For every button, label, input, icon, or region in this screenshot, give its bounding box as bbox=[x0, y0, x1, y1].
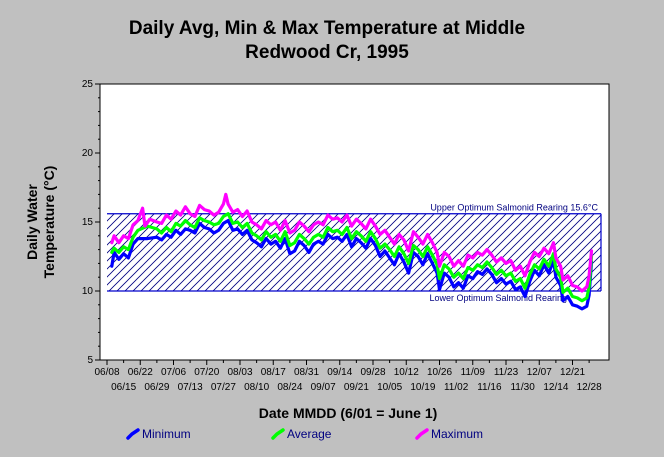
x-tick-label: 11/23 bbox=[494, 367, 519, 378]
x-tick-label: 12/21 bbox=[560, 367, 585, 378]
x-tick-label: 06/15 bbox=[111, 382, 136, 393]
chart-title-line-1: Daily Avg, Min & Max Temperature at Midd… bbox=[129, 18, 525, 39]
series-line-minimum bbox=[110, 219, 594, 311]
x-axis: 06/08 06/22 07/06 07/20 08/03 08/17 08/31 09/14… bbox=[94, 360, 602, 393]
legend-swatch-minimum bbox=[126, 428, 140, 440]
x-tick-label: 11/02 bbox=[444, 382, 469, 393]
x-tick-label: 09/28 bbox=[360, 367, 385, 378]
x-tick-label: 06/08 bbox=[94, 367, 119, 378]
x-tick-label: 08/24 bbox=[277, 382, 302, 393]
x-tick-label: 08/10 bbox=[244, 382, 269, 393]
x-axis-label: Date MMDD (6/01 = June 1) bbox=[259, 405, 438, 421]
x-tick-label: 12/14 bbox=[543, 382, 568, 393]
legend-label-maximum: Maximum bbox=[431, 427, 483, 441]
x-tick-label: 12/07 bbox=[527, 367, 552, 378]
y-axis: 5 10 15 20 25 bbox=[82, 79, 100, 366]
y-tick-label: 10 bbox=[82, 286, 94, 297]
legend: Minimum Average Maximum bbox=[126, 427, 483, 441]
upper-optimum-label: Upper Optimum Salmonid Rearing 15.6°C bbox=[430, 203, 598, 213]
y-axis-label-line-1: Daily Water bbox=[24, 184, 40, 260]
x-tick-label: 11/09 bbox=[461, 367, 486, 378]
series-layer bbox=[110, 192, 594, 311]
x-tick-label: 08/31 bbox=[294, 367, 319, 378]
y-tick-label: 25 bbox=[82, 79, 94, 90]
legend-swatch-average bbox=[271, 428, 285, 440]
y-tick-label: 15 bbox=[82, 217, 94, 228]
series-line-maximum bbox=[110, 192, 594, 293]
x-tick-label: 10/12 bbox=[394, 367, 419, 378]
x-tick-label: 10/05 bbox=[377, 382, 402, 393]
x-tick-label: 07/06 bbox=[161, 367, 186, 378]
x-tick-label: 10/19 bbox=[410, 382, 435, 393]
x-tick-label: 07/27 bbox=[211, 382, 236, 393]
series-line-average bbox=[110, 212, 594, 303]
x-tick-label: 06/22 bbox=[128, 367, 153, 378]
legend-swatch-maximum bbox=[415, 428, 429, 440]
x-tick-label: 07/20 bbox=[194, 367, 219, 378]
x-tick-label: 11/16 bbox=[477, 382, 502, 393]
x-tick-label: 07/13 bbox=[178, 382, 203, 393]
x-tick-label: 09/21 bbox=[344, 382, 369, 393]
lower-optimum-label: Lower Optimum Salmonid Rearing bbox=[429, 293, 567, 303]
legend-label-minimum: Minimum bbox=[142, 427, 191, 441]
x-tick-label: 10/26 bbox=[427, 367, 452, 378]
x-tick-label: 09/07 bbox=[311, 382, 336, 393]
y-axis-label-line-2: Temperature (°C) bbox=[41, 166, 57, 279]
x-tick-label: 08/03 bbox=[227, 367, 252, 378]
chart-title-line-2: Redwood Cr, 1995 bbox=[245, 42, 409, 63]
x-tick-label: 11/30 bbox=[510, 382, 535, 393]
legend-label-average: Average bbox=[287, 427, 332, 441]
x-tick-label: 12/28 bbox=[577, 382, 602, 393]
x-tick-label: 09/14 bbox=[327, 367, 352, 378]
y-tick-label: 20 bbox=[82, 148, 94, 159]
y-tick-label: 5 bbox=[87, 355, 93, 366]
x-tick-label: 08/17 bbox=[261, 367, 286, 378]
x-tick-label: 06/29 bbox=[144, 382, 169, 393]
